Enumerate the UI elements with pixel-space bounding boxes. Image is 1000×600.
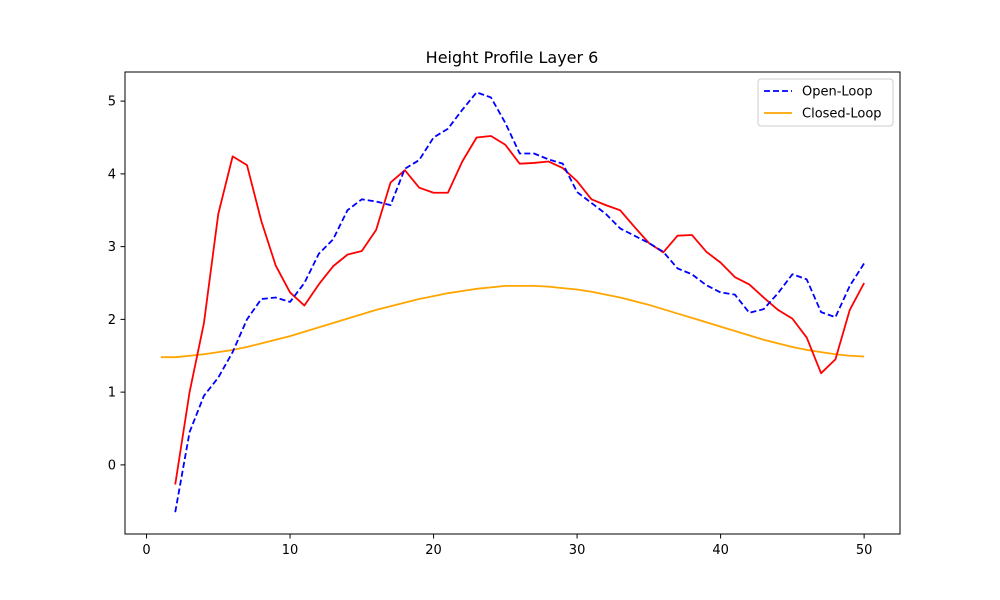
y-tick-label-5: 5: [108, 95, 116, 110]
x-tick-label-4: 40: [712, 543, 729, 558]
series-line-0: [174, 91, 865, 513]
legend: Open-Loop Closed-Loop: [757, 78, 894, 127]
x-tick-label-3: 30: [569, 543, 586, 558]
plot-frame: [124, 71, 901, 535]
y-tick-label-2: 2: [108, 313, 116, 328]
series-layer: [160, 91, 865, 513]
x-tick-label-1: 10: [282, 543, 299, 558]
y-tick-label-4: 4: [108, 167, 116, 182]
x-tick-label-0: 0: [142, 543, 150, 558]
legend-label-1: Closed-Loop: [802, 107, 882, 122]
x-tick-label-5: 50: [856, 543, 873, 558]
axes-layer: 0 10 20 30 40 50 0 1 2 3 4 5: [108, 71, 901, 558]
series-line-1: [160, 284, 865, 359]
y-tick-label-3: 3: [108, 240, 116, 255]
series-line-2: [174, 135, 865, 485]
y-tick-label-0: 0: [108, 458, 116, 473]
legend-label-0: Open-Loop: [802, 85, 873, 100]
y-tick-label-1: 1: [108, 386, 116, 401]
x-tick-label-2: 20: [425, 543, 442, 558]
chart-title: Height Profile Layer 6: [426, 48, 599, 67]
